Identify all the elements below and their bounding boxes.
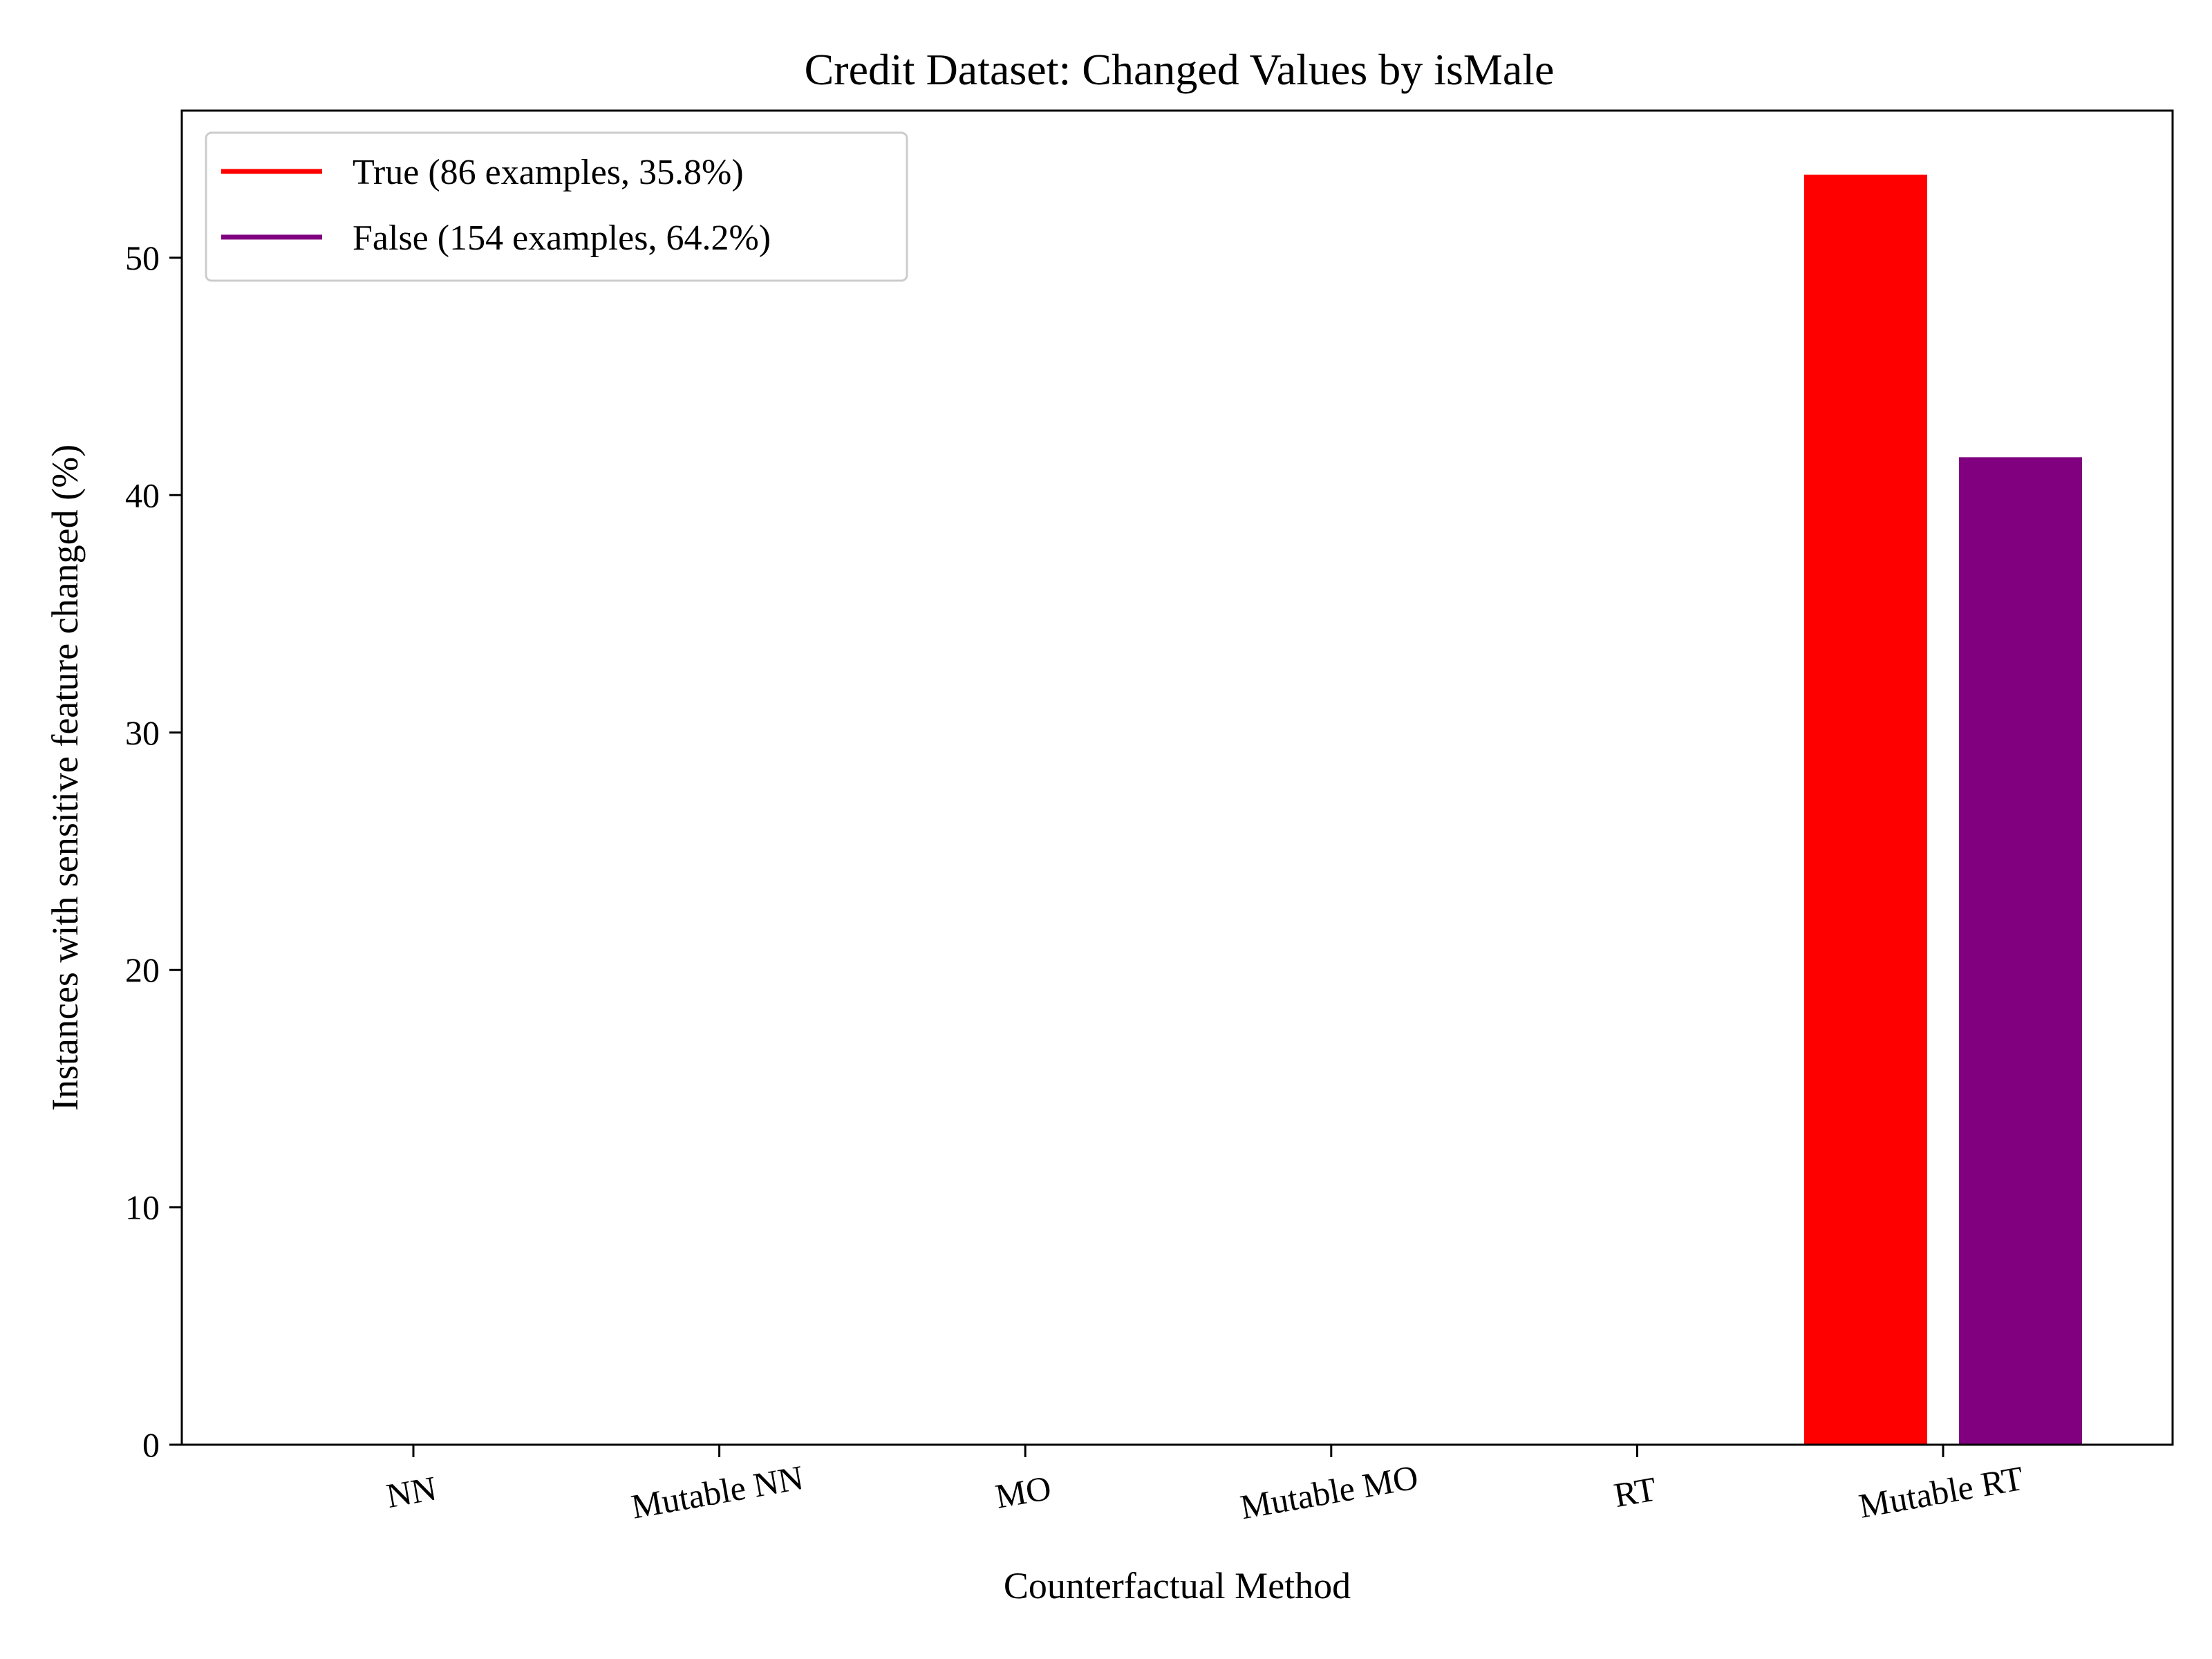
legend-box <box>205 131 908 282</box>
bar-true-mutable-rt <box>1804 174 1927 1445</box>
x-tick-label-nn: NN <box>384 1468 440 1515</box>
y-tick-label: 10 <box>125 1188 160 1227</box>
y-axis: 0 10 20 30 40 50 <box>125 238 182 1464</box>
plot-frame <box>180 109 2174 1446</box>
y-tick-label: 30 <box>125 713 160 752</box>
x-tick-label-mo: MO <box>993 1468 1054 1516</box>
bar-false-mutable-rt <box>1959 457 2082 1445</box>
y-tick-label: 40 <box>125 476 160 514</box>
y-axis-label: Instances with sensitive feature changed… <box>44 444 86 1111</box>
x-tick-label-rt: RT <box>1611 1469 1660 1515</box>
legend-label-false: False (154 examples, 64.2%) <box>353 218 771 258</box>
chart-title: Credit Dataset: Changed Values by isMale <box>805 45 1555 94</box>
y-tick-label: 20 <box>125 950 160 989</box>
bars-layer <box>1804 174 2082 1445</box>
y-tick-label: 50 <box>125 238 160 277</box>
y-tick-label: 0 <box>142 1425 160 1464</box>
x-axis-label: Counterfactual Method <box>1004 1565 1351 1606</box>
legend-label-true: True (86 examples, 35.8%) <box>353 153 744 192</box>
legend: True (86 examples, 35.8%) False (154 exa… <box>205 131 908 282</box>
